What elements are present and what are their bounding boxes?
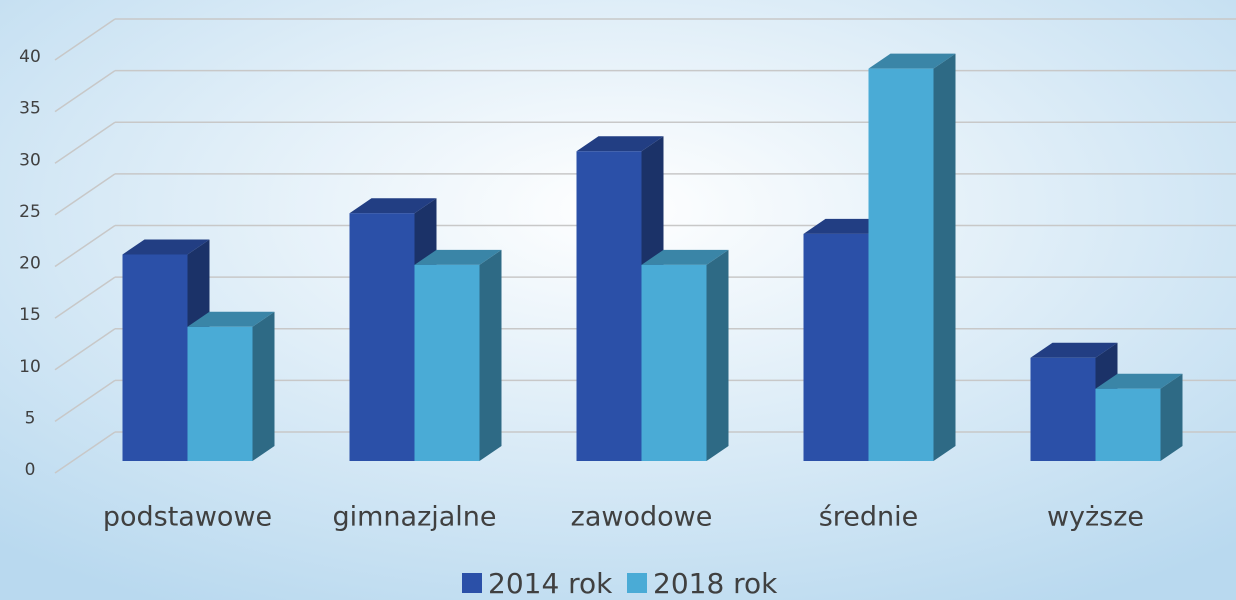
- bar: [641, 264, 707, 461]
- y-tick-label: 25: [19, 202, 41, 222]
- y-tick-label: 10: [19, 357, 41, 377]
- bar-top: [641, 249, 729, 265]
- grid-diagonal: [54, 173, 116, 216]
- bar-top: [349, 198, 437, 214]
- bar: [187, 326, 253, 461]
- x-tick-label: podstawowe: [103, 502, 272, 533]
- legend-label: 2018 rok: [653, 567, 778, 600]
- x-tick-label: wyższe: [1047, 502, 1144, 533]
- bar-side: [479, 249, 502, 461]
- grid-diagonal: [54, 70, 116, 113]
- bar: [803, 233, 869, 461]
- y-tick-label: 15: [19, 305, 41, 325]
- bar: [122, 254, 188, 461]
- y-tick-label: 35: [19, 99, 41, 119]
- bar-side: [706, 249, 729, 461]
- bar-top: [576, 136, 664, 152]
- grid-diagonal: [54, 379, 116, 422]
- y-tick-label: 0: [25, 460, 36, 480]
- bar: [1030, 357, 1096, 461]
- bar: [414, 264, 480, 461]
- legend-label: 2014 rok: [488, 567, 613, 600]
- bar: [349, 213, 415, 461]
- grid-diagonal: [54, 18, 116, 61]
- x-tick-label: zawodowe: [571, 502, 713, 533]
- bar-top: [1030, 342, 1118, 358]
- x-tick-label: gimnazjalne: [332, 502, 496, 533]
- bar: [868, 68, 934, 462]
- grid-diagonal: [54, 328, 116, 371]
- bar: [576, 151, 642, 461]
- bar-side: [252, 311, 275, 461]
- bar-side: [933, 53, 956, 462]
- legend-swatch: [627, 573, 647, 593]
- grid-diagonal: [54, 431, 116, 474]
- legend-swatch: [462, 573, 482, 593]
- y-tick-label: 20: [19, 254, 41, 274]
- grid-diagonal: [54, 121, 116, 164]
- bar-side: [1160, 373, 1183, 461]
- y-tick-label: 5: [25, 408, 36, 428]
- bar-top: [414, 249, 502, 265]
- bar-top: [187, 311, 275, 327]
- y-tick-label: 30: [19, 150, 41, 170]
- bar-top: [868, 53, 956, 69]
- grid-diagonal: [54, 224, 116, 268]
- bar-top: [1095, 373, 1183, 389]
- bar: [1095, 388, 1161, 461]
- y-tick-label: 40: [19, 47, 41, 67]
- bar-top: [122, 239, 210, 255]
- grid-diagonal: [54, 276, 116, 319]
- x-tick-label: średnie: [819, 502, 919, 533]
